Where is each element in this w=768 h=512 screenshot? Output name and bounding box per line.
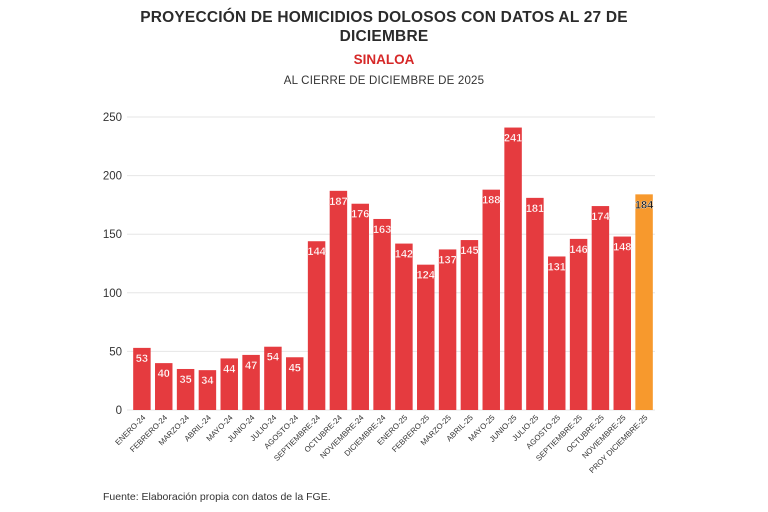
y-tick-label: 200 [103, 171, 122, 183]
bar-marzo-25 [438, 249, 457, 410]
bar-agosto-24 [286, 357, 304, 410]
y-axis-ticks: 0 50 100 150 200 250 [103, 112, 122, 417]
data-label: 137 [438, 254, 456, 266]
bar-agosto-25 [548, 256, 566, 410]
data-label: 146 [569, 244, 587, 256]
data-label: 47 [245, 360, 257, 372]
y-tick-label: 150 [103, 229, 122, 241]
data-label: 54 [267, 352, 280, 364]
data-label: 187 [329, 196, 347, 208]
grid-lines [127, 116, 655, 411]
data-label: 184 [635, 199, 654, 211]
bar-julio-25 [526, 197, 544, 410]
bar-junio-24 [242, 354, 260, 410]
data-label: 44 [223, 363, 236, 375]
data-label: 124 [417, 270, 436, 282]
bar-mayo-25 [482, 189, 500, 410]
data-label: 241 [504, 133, 522, 145]
bar-mayo-24 [220, 358, 238, 410]
bar-octubre-25 [591, 206, 610, 410]
chart-subtitle: SINALOA [353, 52, 415, 67]
bar-julio-24 [264, 346, 282, 410]
bar-septiembre-25 [569, 238, 588, 410]
data-label: 176 [351, 209, 369, 221]
bar-noviembre-25 [613, 236, 631, 410]
chart-caption: AL CIERRE DE DICIEMBRE DE 2025 [283, 75, 485, 87]
bar-febrero-24 [155, 363, 173, 410]
bar-enero-24 [133, 347, 151, 410]
data-label: 148 [613, 242, 631, 254]
data-label: 35 [179, 374, 191, 386]
x-axis-ticks: ENERO-24FEBRERO-24MARZO-24ABRIL-24MAYO-2… [113, 413, 650, 475]
data-label: 163 [373, 224, 391, 236]
bar-marzo-24 [176, 368, 195, 410]
data-label: 45 [289, 362, 301, 374]
data-label: 144 [307, 246, 326, 258]
bar-febrero-25 [417, 264, 435, 410]
data-label: 145 [460, 245, 478, 257]
bar-diciembre-24 [373, 218, 391, 410]
data-label: 131 [548, 261, 566, 273]
data-label: 40 [158, 368, 170, 380]
y-tick-label: 100 [103, 288, 122, 300]
bar-proy-diciembre-25 [635, 194, 653, 410]
data-label: 142 [395, 249, 413, 261]
bar-abril-25 [460, 240, 479, 410]
chart-title-line-2: DICIEMBRE [339, 28, 429, 45]
source-note: Fuente: Elaboración propia con datos de … [103, 491, 331, 503]
bar-abril-24 [198, 370, 217, 410]
data-label: 53 [136, 353, 148, 365]
bar-noviembre-24 [351, 203, 369, 410]
data-label: 34 [201, 375, 214, 387]
data-label: 181 [526, 203, 544, 215]
chart-title: PROYECCIÓN DE HOMICIDIOS DOLOSOS CON DAT… [0, 8, 768, 46]
data-label: 188 [482, 195, 500, 207]
bar-septiembre-24 [307, 241, 326, 410]
y-tick-label: 50 [109, 346, 122, 358]
chart-title-line-1: PROYECCIÓN DE HOMICIDIOS DOLOSOS CON DAT… [140, 9, 628, 26]
bar-octubre-24 [329, 190, 348, 410]
bar-enero-25 [395, 243, 413, 410]
data-label: 174 [591, 211, 610, 223]
bars [133, 127, 653, 410]
y-tick-label: 250 [103, 112, 122, 124]
y-tick-label: 0 [116, 405, 122, 417]
bar-junio-25 [504, 127, 522, 410]
